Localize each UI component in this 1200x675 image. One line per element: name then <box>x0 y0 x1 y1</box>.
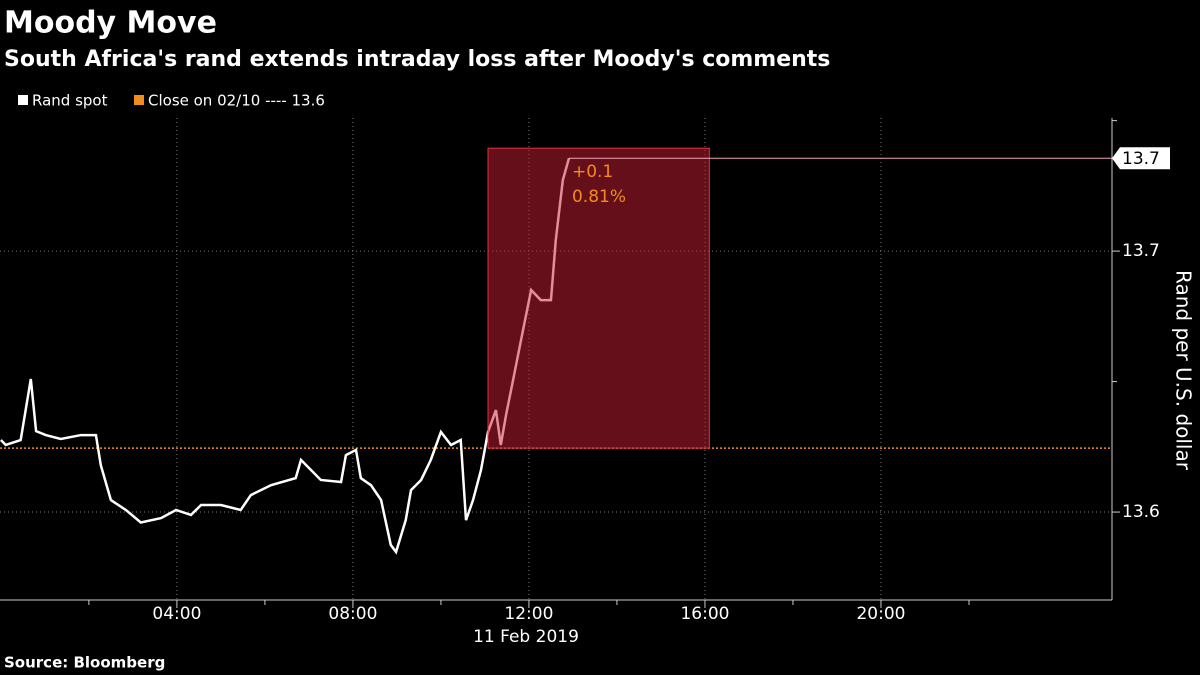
last-value-box <box>1112 147 1170 170</box>
x-tick-label: 20:00 <box>856 604 905 624</box>
series-line <box>0 157 571 555</box>
highlight-box <box>487 147 710 449</box>
chart-subtitle: South Africa's rand extends intraday los… <box>4 47 830 72</box>
x-tick-label: 16:00 <box>680 604 729 624</box>
legend-swatch <box>134 95 144 105</box>
legend-swatch <box>18 95 28 105</box>
annotation: 0.81% <box>572 187 626 207</box>
x-axis-label: 11 Feb 2019 <box>473 627 579 647</box>
legend-label: Rand spot <box>32 92 108 110</box>
y-axis-label: Rand per U.S. dollar <box>1172 270 1196 471</box>
chart-title: Moody Move <box>4 6 217 41</box>
y-tick-label: 13.6 <box>1122 502 1160 522</box>
last-value-label: 13.7 <box>1122 149 1160 169</box>
legend-label: Close on 02/10 ---- 13.6 <box>148 92 325 110</box>
source: Source: Bloomberg <box>4 654 165 672</box>
annotation: +0.1 <box>572 162 613 182</box>
x-tick-label: 04:00 <box>152 604 201 624</box>
x-tick-label: 12:00 <box>504 604 553 624</box>
y-tick-label: 13.7 <box>1122 241 1160 261</box>
x-tick-label: 08:00 <box>328 604 377 624</box>
